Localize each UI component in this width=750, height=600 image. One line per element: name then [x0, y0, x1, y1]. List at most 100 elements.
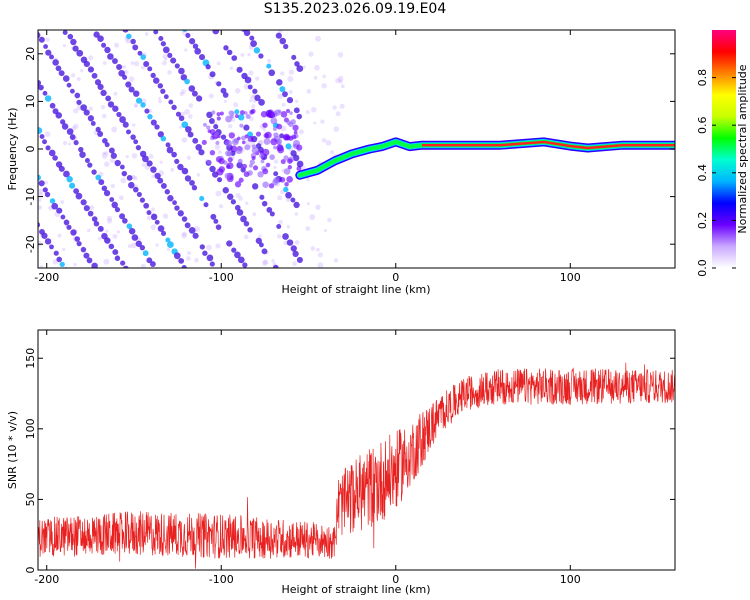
noise-dot	[223, 100, 227, 104]
noise-dot	[234, 87, 241, 94]
stripe-dot	[49, 54, 54, 60]
stripe-dot	[118, 69, 126, 77]
blob-dot	[292, 143, 297, 148]
stripe-dot	[132, 186, 139, 193]
stripe-dot	[59, 261, 65, 268]
noise-dot	[184, 48, 188, 52]
noise-dot	[148, 154, 154, 159]
noise-dot	[103, 161, 110, 168]
blob-dot	[260, 110, 268, 118]
noise-dot	[286, 225, 291, 229]
stripe-dot	[279, 133, 285, 139]
noise-dot	[155, 243, 159, 247]
stripe-dot	[171, 104, 177, 111]
stripe-dot	[146, 257, 153, 264]
stripe-dot	[86, 257, 93, 264]
noise-dot	[144, 32, 149, 36]
noise-dot	[325, 140, 332, 146]
noise-dot	[112, 233, 118, 239]
stripe-dot	[139, 197, 146, 203]
blob-dot	[244, 144, 251, 151]
stripe-dot	[70, 229, 77, 236]
stripe-dot	[97, 83, 104, 91]
stripe-dot	[283, 43, 289, 50]
noise-dot	[88, 55, 94, 61]
stripe-dot	[38, 180, 45, 187]
stripe-dot	[296, 18, 302, 24]
stripe-dot	[158, 35, 164, 42]
spectrogram-ylabel: Frequency (Hz)	[6, 108, 19, 191]
spectrogram-xtick-label: -100	[209, 271, 234, 284]
stripe-dot	[276, 223, 282, 229]
noise-dot	[258, 234, 262, 238]
stripe-dot	[292, 250, 299, 258]
noise-dot	[161, 60, 167, 66]
stripe-dot	[252, 88, 258, 94]
stripe-dot	[122, 74, 128, 80]
noise-dot	[38, 240, 43, 247]
noise-dot	[335, 77, 341, 84]
stripe-dot	[189, 180, 195, 186]
stripe-dot	[67, 272, 73, 278]
noise-dot	[313, 121, 317, 125]
stripe-dot	[63, 170, 70, 178]
stripe-dot	[160, 135, 167, 142]
blob-dot	[237, 136, 241, 141]
stripe-dot	[114, 207, 121, 213]
spectrogram-ytick-label: 10	[24, 94, 37, 108]
stripe-dot	[66, 224, 72, 230]
stripe-dot	[126, 33, 132, 40]
noise-dot	[305, 226, 311, 231]
noise-dot	[166, 248, 170, 252]
stripe-dot	[231, 55, 238, 61]
noise-dot	[43, 180, 48, 185]
noise-dot	[315, 247, 320, 252]
stripe-dot	[80, 199, 87, 206]
blob-dot	[245, 114, 251, 119]
noise-dot	[240, 52, 245, 57]
blob-dot	[273, 132, 279, 138]
stripe-dot	[80, 246, 87, 253]
blob-dot	[283, 168, 291, 175]
stripe-dot	[181, 167, 189, 175]
stripe-dot	[202, 250, 208, 256]
stripe-dot	[223, 45, 229, 51]
noise-dot	[146, 215, 152, 221]
stripe-dot	[296, 160, 304, 168]
stripe-dot	[157, 131, 164, 138]
stripe-dot	[146, 18, 152, 24]
stripe-dot	[276, 271, 282, 277]
noise-dot	[252, 212, 257, 217]
stripe-dot	[143, 202, 150, 209]
stripe-dot	[215, 224, 222, 230]
stripe-dot	[87, 210, 94, 217]
stripe-dot	[128, 227, 136, 235]
stripe-dot	[247, 227, 253, 233]
noise-dot	[338, 79, 343, 84]
blob-dot	[227, 157, 233, 163]
stripe-dot	[236, 161, 243, 169]
stripe-dot	[234, 109, 240, 115]
noise-dot	[106, 215, 113, 221]
snr-plot-area	[38, 362, 675, 569]
blob-dot	[255, 131, 262, 137]
stripe-dot	[174, 158, 180, 165]
spectrogram-image	[38, 18, 675, 278]
stripe-dot	[56, 256, 63, 263]
stripe-dot	[192, 137, 199, 144]
blob-dot	[213, 132, 219, 138]
stripe-dot	[133, 90, 140, 97]
noise-dot	[130, 242, 137, 249]
blob-dot	[230, 114, 234, 119]
noise-dot	[287, 75, 294, 82]
stripe-dot	[122, 265, 129, 268]
stripe-dot	[160, 88, 166, 94]
noise-dot	[38, 192, 44, 197]
blob-dot	[287, 165, 293, 170]
blob-dot	[241, 140, 246, 145]
noise-dot	[113, 91, 118, 96]
blob-dot	[283, 155, 289, 161]
stripe-dot	[160, 230, 167, 236]
blob-dot	[280, 110, 288, 118]
stripe-dot	[59, 23, 66, 30]
